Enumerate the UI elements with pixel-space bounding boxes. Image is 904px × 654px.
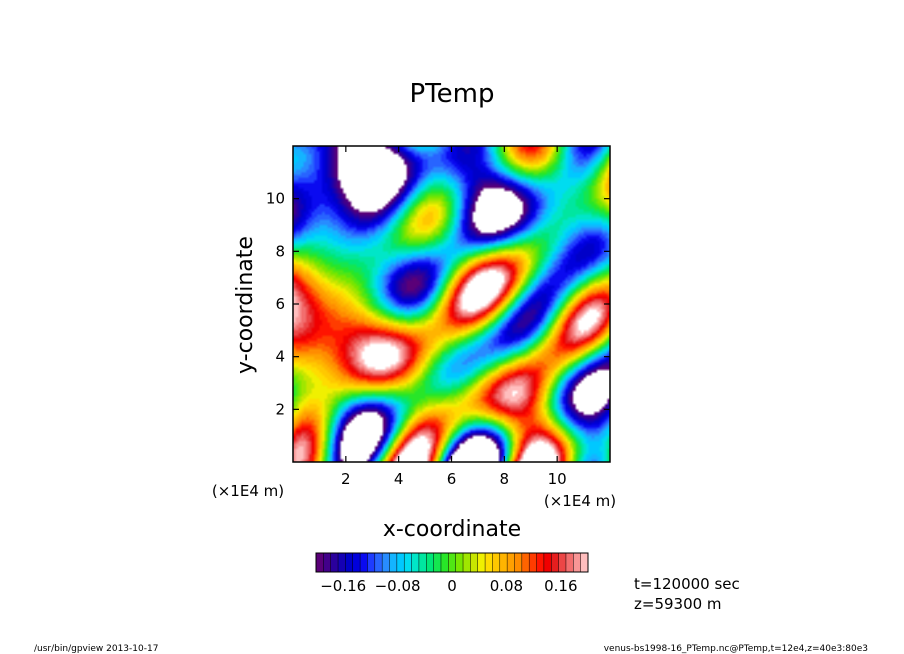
- colorbar-swatch: [433, 553, 442, 572]
- colorbar-swatch: [411, 553, 420, 572]
- colorbar-swatch: [536, 553, 545, 572]
- x-tick-label: 6: [447, 470, 457, 488]
- y-axis-unit: (×1E4 m): [212, 482, 284, 500]
- colorbar-swatch: [330, 553, 339, 572]
- heatmap-image: [293, 146, 610, 462]
- colorbar-swatch: [382, 553, 390, 572]
- height-info: z=59300 m: [634, 595, 722, 613]
- y-tick-label: 10: [266, 190, 285, 208]
- x-axis-unit: (×1E4 m): [544, 492, 616, 510]
- x-tick-label: 8: [500, 470, 510, 488]
- colorbar-swatch: [580, 553, 589, 572]
- y-tick-label: 8: [275, 242, 285, 260]
- heatmap-field: [293, 146, 610, 462]
- colorbar-swatch: [529, 553, 537, 572]
- colorbar-swatch: [360, 553, 368, 572]
- colorbar-swatch: [440, 553, 449, 572]
- colorbar-swatch: [374, 553, 383, 572]
- footer-source: venus-bs1998-16_PTemp.nc@PTemp,t=12e4,z=…: [604, 644, 868, 654]
- colorbar-tick-labels: −0.16 −0.08 0 0.08 0.16: [320, 577, 577, 595]
- y-tick-label: 4: [275, 348, 285, 366]
- colorbar-swatch: [396, 553, 405, 572]
- colorbar-tick-label: 0.08: [490, 577, 523, 595]
- colorbar-swatch: [485, 553, 493, 572]
- colorbar-swatch: [463, 553, 471, 572]
- colorbar-swatch: [565, 553, 574, 572]
- colorbar-swatch: [573, 553, 581, 572]
- colorbar-swatch: [551, 553, 559, 572]
- y-tick-label: 6: [275, 295, 285, 313]
- colorbar-swatch: [492, 553, 501, 572]
- chart-title: PTemp: [410, 79, 495, 109]
- colorbar-swatch: [323, 553, 332, 572]
- colorbar: [315, 552, 589, 573]
- colorbar-swatch: [345, 553, 354, 572]
- footer-program: /usr/bin/gpview 2013-10-17: [34, 644, 158, 654]
- y-axis-label: y-coordinate: [233, 236, 258, 374]
- colorbar-swatch: [543, 553, 552, 572]
- colorbar-swatch: [426, 553, 434, 572]
- colorbar-tick-label: 0: [447, 577, 457, 595]
- colorbar-swatch: [507, 553, 515, 572]
- colorbar-swatch: [477, 553, 486, 572]
- colorbar-swatch: [352, 553, 361, 572]
- x-tick-label: 2: [341, 470, 351, 488]
- colorbar-swatch: [455, 553, 464, 572]
- colorbar-frame: [315, 552, 589, 573]
- colorbar-swatch: [558, 553, 567, 572]
- plot-area: 2 4 6 8 10 2 4 6 8 10: [266, 145, 611, 488]
- colorbar-swatch: [404, 553, 412, 572]
- x-tick-label: 4: [394, 470, 404, 488]
- colorbar-tick-label: −0.16: [320, 577, 366, 595]
- y-axis-ticks: 2 4 6 8 10: [266, 190, 610, 418]
- colorbar-swatch: [367, 553, 376, 572]
- colorbar-swatch: [521, 553, 530, 572]
- colorbar-swatch: [389, 553, 398, 572]
- time-info: t=120000 sec: [634, 575, 740, 593]
- colorbar-swatch: [514, 553, 523, 572]
- x-axis-label: x-coordinate: [383, 517, 521, 542]
- colorbar-swatch: [499, 553, 508, 572]
- colorbar-tick-label: −0.08: [375, 577, 421, 595]
- colorbar-swatch: [338, 553, 346, 572]
- colorbar-swatch: [448, 553, 456, 572]
- colorbar-tick-label: 0.16: [544, 577, 577, 595]
- colorbar-swatch: [316, 553, 324, 572]
- y-tick-label: 2: [275, 400, 285, 418]
- x-tick-label: 10: [548, 470, 567, 488]
- colorbar-swatch: [418, 553, 427, 572]
- colorbar-swatch: [470, 553, 479, 572]
- x-axis-ticks: 2 4 6 8 10: [341, 146, 567, 488]
